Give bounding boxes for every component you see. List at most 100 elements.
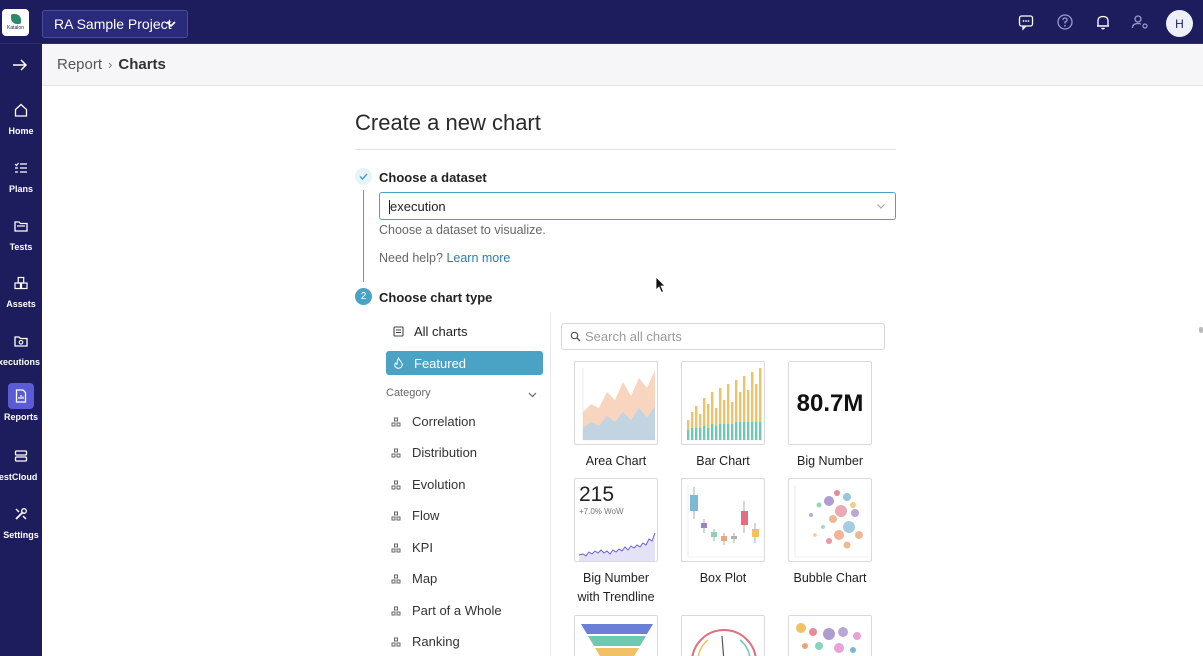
sidebar-item-plans[interactable]: Plans xyxy=(0,155,42,207)
breadcrumb-separator: › xyxy=(108,57,113,72)
category-item-label: KPI xyxy=(412,540,433,555)
category-item-label: Part of a Whole xyxy=(412,603,502,618)
sidebar-item-label: Assets xyxy=(6,299,36,309)
trendline-value-preview: 215 xyxy=(579,483,615,506)
breadcrumb-parent[interactable]: Report xyxy=(57,56,103,73)
category-item-correlation[interactable]: Correlation xyxy=(390,414,476,429)
bell-icon[interactable] xyxy=(1092,11,1114,33)
project-name: RA Sample Project xyxy=(54,16,172,32)
top-bar: Katalon RA Sample Project H xyxy=(0,0,1203,44)
sidebar-item-tests[interactable]: Tests xyxy=(0,213,42,265)
sidebar-item-label: Executions xyxy=(0,357,41,367)
category-tag-icon xyxy=(390,417,402,427)
category-item-label: Flow xyxy=(412,508,440,523)
category-header[interactable]: Category xyxy=(386,387,538,399)
search-icon xyxy=(570,331,581,342)
gauge-chart-thumbnail xyxy=(691,629,757,656)
logo-text: Katalon xyxy=(7,25,24,31)
category-tag-icon xyxy=(390,543,402,553)
category-item-ranking[interactable]: Ranking xyxy=(390,634,460,649)
chart-tile-label: Bubble Chart xyxy=(793,571,867,585)
category-item-label: Distribution xyxy=(412,445,478,460)
sidebar-item-label: Plans xyxy=(8,184,33,194)
title-divider xyxy=(355,149,896,150)
sidebar-item-reports[interactable]: Reports xyxy=(0,383,42,435)
category-item-kpi[interactable]: KPI xyxy=(390,540,433,555)
gallery-icon xyxy=(392,326,404,337)
step-connector xyxy=(363,190,364,282)
category-item-map[interactable]: Map xyxy=(390,571,437,586)
chart-tile-gauge[interactable] xyxy=(681,615,765,656)
user-settings-icon[interactable] xyxy=(1129,11,1151,33)
category-item-flow[interactable]: Flow xyxy=(390,508,439,523)
dataset-select[interactable]: execution xyxy=(379,192,896,220)
sidebar-item-label: Tests xyxy=(9,242,33,252)
chart-tile-funnel[interactable] xyxy=(574,615,658,656)
category-item-evolution[interactable]: Evolution xyxy=(390,477,465,492)
category-item-label: Ranking xyxy=(412,634,460,649)
sidebar-item-assets[interactable]: Assets xyxy=(0,270,42,322)
chart-tile-label: Big Number xyxy=(797,454,863,468)
project-selector[interactable]: RA Sample Project xyxy=(42,10,188,38)
sidebar-item-label: TestCloud xyxy=(0,472,38,482)
category-all-charts[interactable]: All charts xyxy=(386,320,543,343)
chart-tile-big-number[interactable]: 80.7M xyxy=(788,361,872,445)
trendline-sub-preview: +7.0% WoW xyxy=(579,507,624,516)
category-featured[interactable]: Featured xyxy=(386,351,543,375)
sidebar-item-label: Settings xyxy=(3,530,39,540)
chart-tile-label: Area Chart xyxy=(585,454,647,468)
chart-tile-box-plot[interactable] xyxy=(681,478,765,562)
category-item-part-of-a-whole[interactable]: Part of a Whole xyxy=(390,603,502,618)
dataset-helper-text: Choose a dataset to visualize. xyxy=(379,223,546,237)
avatar[interactable]: H xyxy=(1166,10,1193,37)
sidebar: Home Plans Tests Assets Executions Repor… xyxy=(0,44,42,656)
category-tag-icon xyxy=(390,511,402,521)
settings-icon xyxy=(8,501,34,527)
big-number-preview: 80.7M xyxy=(796,390,864,417)
category-item-distribution[interactable]: Distribution xyxy=(390,445,477,460)
chart-tile-label: Box Plot xyxy=(699,571,747,585)
tile-label-line-1: Big Number xyxy=(583,571,649,585)
help-icon[interactable] xyxy=(1054,11,1076,33)
learn-more-link[interactable]: Learn more xyxy=(446,251,511,265)
chart-search-placeholder: Search all charts xyxy=(585,329,682,344)
bubble-cluster-thumbnail xyxy=(796,623,861,653)
category-all-label: All charts xyxy=(414,324,468,339)
expand-arrow-icon[interactable] xyxy=(9,56,31,74)
chart-tile-big-number-trendline[interactable]: 215 +7.0% WoW xyxy=(574,478,658,562)
scrollbar-handle[interactable] xyxy=(1199,327,1203,333)
dataset-select-value: execution xyxy=(390,199,446,214)
tile-label-line-2: with Trendline xyxy=(577,590,655,604)
chart-tile-bubble-cluster[interactable] xyxy=(788,615,872,656)
category-featured-label: Featured xyxy=(414,355,467,371)
area-chart-thumbnail xyxy=(582,368,657,441)
feedback-icon[interactable] xyxy=(1015,11,1037,33)
tests-icon xyxy=(8,213,34,239)
category-tag-icon xyxy=(390,637,402,647)
chart-search-input[interactable]: Search all charts xyxy=(561,323,885,350)
sidebar-item-label: Home xyxy=(8,126,34,136)
category-header-label: Category xyxy=(386,387,431,399)
chart-tile-bar[interactable] xyxy=(681,361,765,445)
sidebar-item-testcloud[interactable]: TestCloud xyxy=(0,443,42,495)
step-complete-check-icon xyxy=(355,168,372,185)
sidebar-item-home[interactable]: Home xyxy=(0,97,42,149)
fire-icon xyxy=(392,357,404,369)
chevron-down-icon xyxy=(166,21,176,28)
sidebar-item-settings[interactable]: Settings xyxy=(0,501,42,553)
category-item-label: Correlation xyxy=(412,414,476,429)
panel-divider xyxy=(550,312,551,656)
chart-tile-label: Big Number with Trendline xyxy=(561,569,671,607)
trendline-thumbnail xyxy=(578,532,656,561)
app-logo[interactable]: Katalon xyxy=(2,9,29,36)
sidebar-item-executions[interactable]: Executions xyxy=(0,328,42,380)
chart-tile-area[interactable] xyxy=(574,361,658,445)
box-plot-thumbnail xyxy=(687,485,764,558)
mouse-pointer-icon xyxy=(655,276,666,294)
chart-tile-bubble[interactable] xyxy=(788,478,872,562)
logo-mark-icon xyxy=(10,14,21,24)
category-item-label: Evolution xyxy=(412,477,466,492)
category-tag-icon xyxy=(390,574,402,584)
help-prefix: Need help? xyxy=(379,251,443,265)
executions-icon xyxy=(8,328,34,354)
